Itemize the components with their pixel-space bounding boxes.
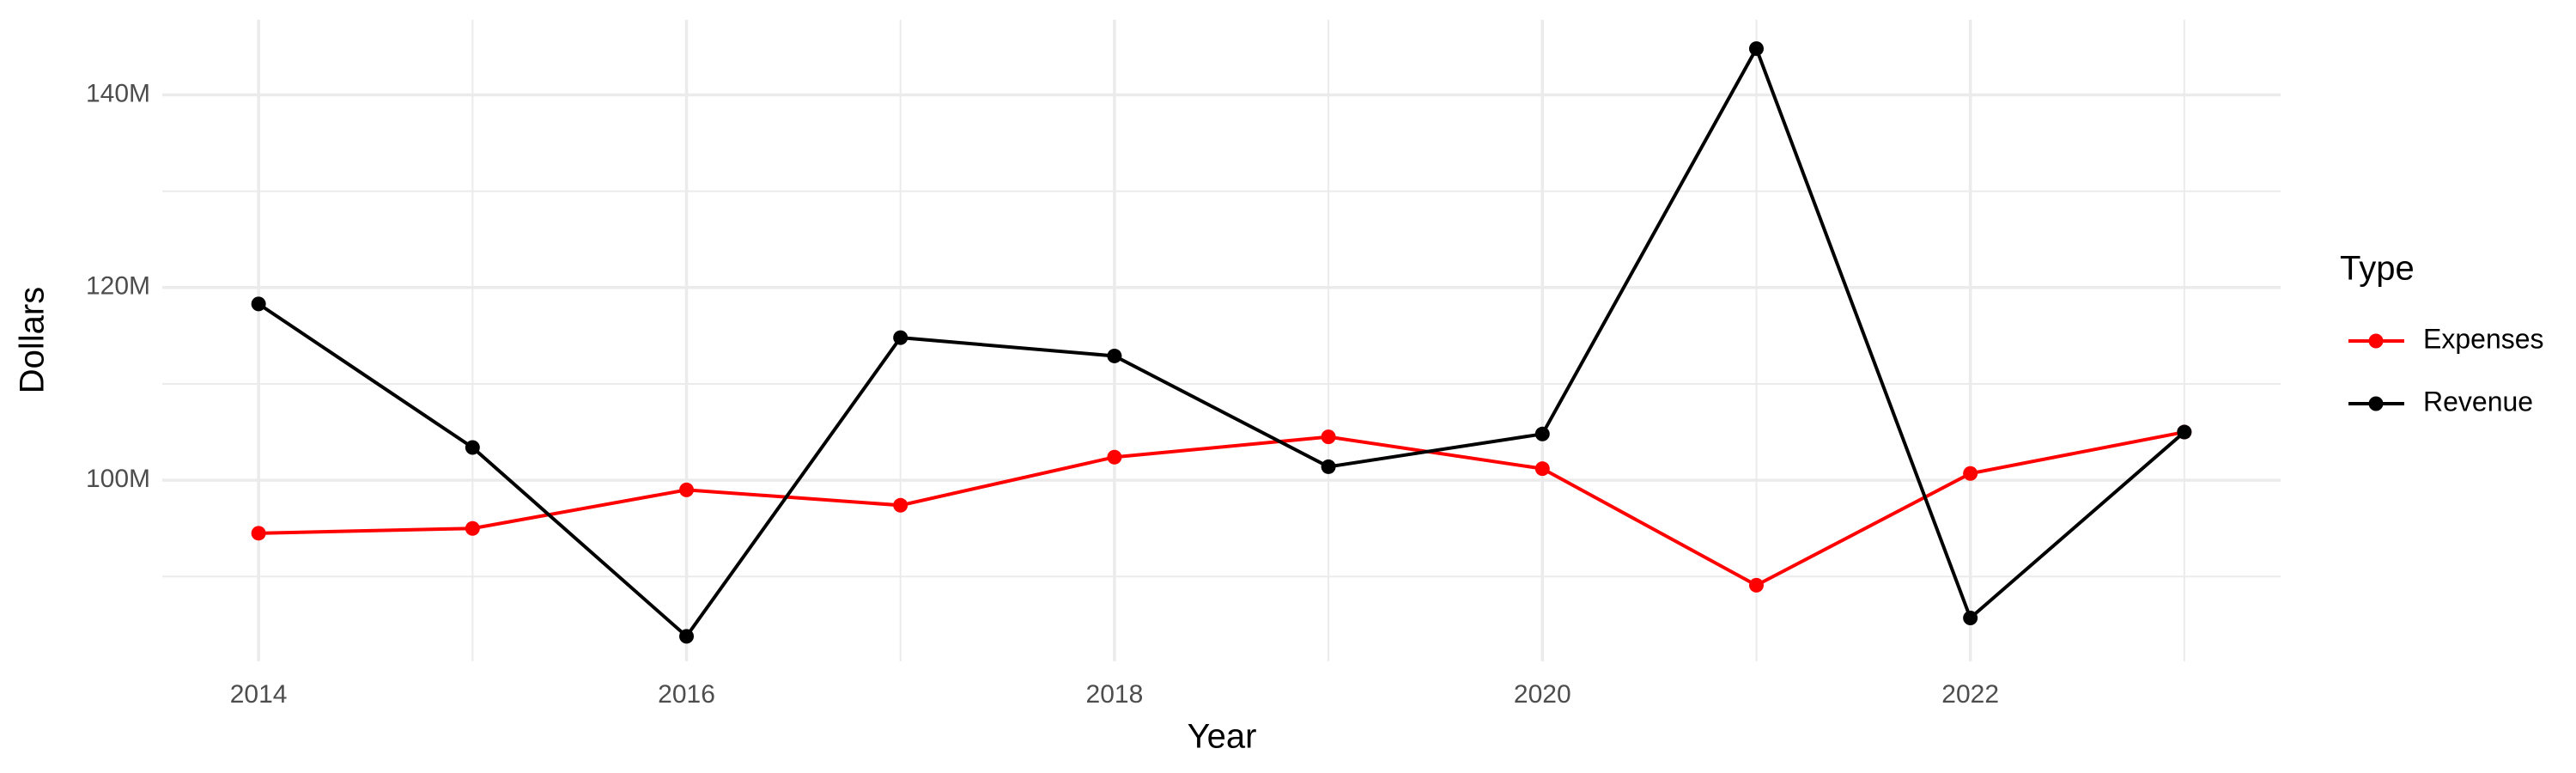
legend-swatch-point <box>2368 333 2384 349</box>
data-point <box>1963 466 1978 481</box>
data-point <box>1534 426 1550 441</box>
x-axis-title: Year <box>1188 718 1257 756</box>
x-tick-label: 2022 <box>1941 680 1999 709</box>
data-point <box>1748 41 1764 57</box>
data-point <box>1321 459 1336 474</box>
data-point <box>251 526 266 541</box>
data-point <box>465 520 480 536</box>
data-point <box>893 497 908 513</box>
grid <box>162 20 2281 661</box>
data-point <box>2177 424 2192 440</box>
data-point <box>1963 611 1978 626</box>
legend-title: Type <box>2340 250 2415 288</box>
series-line <box>258 430 2185 587</box>
y-axis-title: Dollars <box>14 287 52 393</box>
y-tick-label: 140M <box>86 79 150 107</box>
series-line <box>258 44 2186 639</box>
y-tick-label: 120M <box>86 272 150 301</box>
x-tick-label: 2018 <box>1086 680 1144 709</box>
data-point <box>1107 348 1122 363</box>
legend-label: Expenses <box>2423 323 2544 354</box>
data-point <box>679 629 695 644</box>
data-point <box>1107 449 1122 465</box>
x-tick-label: 2014 <box>230 680 288 709</box>
data-point <box>679 482 695 497</box>
data-point <box>251 296 266 312</box>
legend-label: Revenue <box>2423 386 2533 417</box>
data-point <box>1534 461 1550 477</box>
data-point <box>1321 429 1336 445</box>
x-tick-label: 2016 <box>658 680 715 709</box>
y-tick-label: 100M <box>86 465 150 493</box>
data-point <box>893 330 908 345</box>
legend-swatch-point <box>2368 396 2384 411</box>
data-point <box>465 440 480 455</box>
x-tick-label: 2020 <box>1514 680 1571 709</box>
data-point <box>1748 577 1764 593</box>
